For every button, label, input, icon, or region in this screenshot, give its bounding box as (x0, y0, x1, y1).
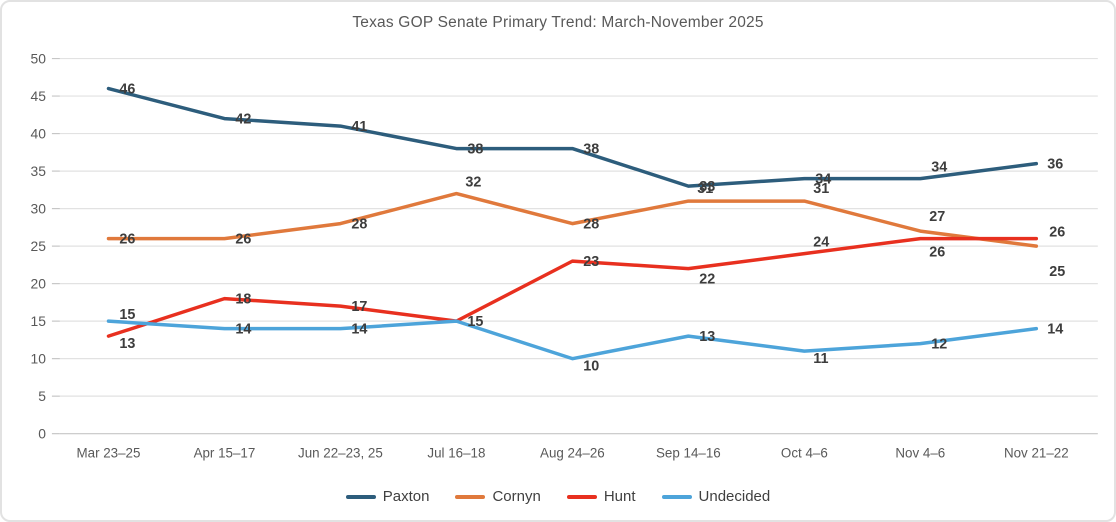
data-label-cornyn: 26 (235, 232, 251, 248)
y-axis-label: 0 (38, 426, 46, 442)
series-line-paxton (106, 86, 1039, 188)
data-label-undecided: 14 (1047, 322, 1063, 338)
data-label-cornyn: 28 (351, 217, 367, 233)
data-label-cornyn: 28 (583, 217, 599, 233)
chart-legend: Paxton Cornyn Hunt Undecided (2, 488, 1114, 505)
data-label-paxton: 33 (699, 179, 715, 195)
y-axis-label: 40 (31, 126, 47, 142)
hunt-line-swatch-icon (566, 494, 597, 499)
data-label-undecided: 15 (119, 307, 135, 323)
paxton-line-swatch-icon (345, 494, 376, 499)
y-axis-label: 15 (31, 313, 47, 329)
data-label-undecided: 14 (351, 322, 367, 338)
data-label-paxton: 46 (119, 82, 135, 98)
legend-item-undecided: Undecided (661, 488, 771, 505)
legend-item-cornyn: Cornyn (455, 488, 541, 505)
x-axis-label: Jul 16–18 (427, 445, 485, 460)
data-label-undecided: 11 (813, 351, 828, 367)
x-axis-label: Oct 4–6 (781, 445, 828, 460)
undecided-line-swatch-icon (661, 494, 692, 499)
series-line-undecided (106, 319, 1039, 361)
data-label-paxton: 38 (467, 142, 483, 158)
series-line-hunt (106, 236, 1039, 338)
data-label-hunt: 17 (351, 299, 367, 315)
data-label-hunt: 26 (929, 244, 945, 260)
x-axis-label: Jun 22–23, 25 (298, 445, 383, 460)
y-axis-label: 30 (31, 201, 47, 217)
x-axis-label: Mar 23–25 (76, 445, 140, 460)
data-label-paxton: 41 (351, 119, 367, 135)
x-axis-label: Sep 14–16 (656, 445, 721, 460)
y-axis-label: 25 (31, 238, 47, 254)
x-axis-label: Apr 15–17 (194, 445, 256, 460)
data-label-paxton: 42 (235, 112, 251, 128)
data-label-undecided: 10 (583, 359, 599, 375)
data-label-undecided: 14 (235, 322, 251, 338)
data-label-cornyn: 31 (813, 181, 829, 197)
data-label-hunt: 23 (583, 254, 599, 270)
y-axis-label: 35 (31, 163, 47, 179)
legend-label: Hunt (603, 488, 636, 505)
cornyn-line-swatch-icon (455, 494, 486, 499)
data-label-hunt: 18 (235, 292, 251, 308)
data-label-paxton: 36 (1047, 157, 1063, 173)
legend-label: Cornyn (492, 488, 541, 505)
data-label-cornyn: 27 (929, 209, 945, 225)
legend-label: Paxton (382, 488, 430, 505)
data-label-paxton: 34 (931, 160, 947, 176)
data-label-hunt: 26 (1049, 225, 1065, 241)
chart-title: Texas GOP Senate Primary Trend: March-No… (352, 14, 764, 31)
x-axis-label: Nov 4–6 (895, 445, 945, 460)
legend-item-hunt: Hunt (566, 488, 636, 505)
series-line-cornyn (106, 191, 1039, 248)
y-axis-label: 45 (31, 88, 47, 104)
data-label-cornyn: 32 (465, 175, 481, 191)
data-label-cornyn: 26 (119, 232, 135, 248)
y-axis-label: 10 (31, 351, 47, 367)
y-axis-label: 5 (38, 388, 46, 404)
y-axis-label: 50 (31, 51, 47, 67)
x-axis-label: Nov 21–22 (1004, 445, 1069, 460)
legend-item-paxton: Paxton (345, 488, 430, 505)
data-label-paxton: 38 (583, 142, 599, 158)
data-label-paxton: 34 (815, 172, 831, 188)
x-axis-label: Aug 24–26 (540, 445, 605, 460)
data-label-hunt: 24 (813, 235, 829, 251)
data-label-cornyn: 31 (697, 181, 713, 197)
data-label-hunt: 22 (699, 272, 715, 288)
data-label-hunt: 13 (119, 336, 135, 352)
data-label-cornyn: 25 (1049, 264, 1065, 280)
data-label-undecided: 12 (931, 337, 947, 353)
data-label-undecided: 13 (699, 329, 715, 345)
legend-label: Undecided (698, 488, 771, 505)
y-axis-label: 20 (31, 276, 47, 292)
data-label-hunt: 15 (467, 314, 483, 330)
